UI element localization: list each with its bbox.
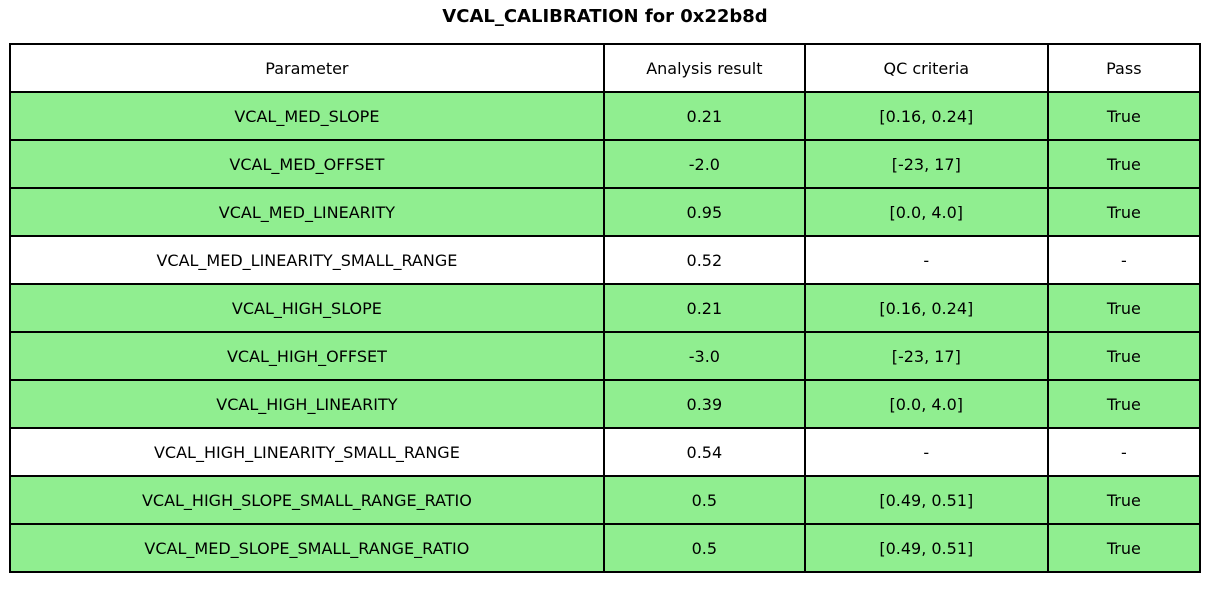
parameter-cell: VCAL_MED_LINEARITY_SMALL_RANGE <box>9 235 605 285</box>
pass-cell: True <box>1046 91 1202 141</box>
pass-cell: True <box>1046 139 1202 189</box>
analysis-result-cell: 0.21 <box>602 283 806 333</box>
table-row: VCAL_HIGH_LINEARITY 0.39 [0.0, 4.0] True <box>9 379 1202 429</box>
pass-cell: - <box>1046 427 1202 477</box>
table-row: VCAL_HIGH_LINEARITY_SMALL_RANGE 0.54- - <box>9 427 1202 477</box>
column-header-qc-criteria: QC criteria <box>803 43 1049 93</box>
qc-criteria-cell: - <box>803 427 1049 477</box>
table-row: VCAL_MED_SLOPE_SMALL_RANGE_RATIO 0.5 [0.49… <box>9 523 1202 573</box>
parameter-cell: VCAL_HIGH_OFFSET <box>9 331 605 381</box>
column-header-parameter: Parameter <box>9 43 605 93</box>
qc-criteria-cell: [0.0, 4.0] <box>803 379 1049 429</box>
table-row: VCAL_HIGH_SLOPE_SMALL_RANGE_RATIO 0.5 [0.4… <box>9 475 1202 525</box>
column-header-pass: Pass <box>1046 43 1202 93</box>
table-row: VCAL_MED_LINEARITY 0.95 [0.0, 4.0] True <box>9 187 1202 237</box>
column-header-analysis-result: Analysis result <box>602 43 806 93</box>
analysis-result-cell: 0.54 <box>602 427 806 477</box>
analysis-result-cell: 0.21 <box>602 91 806 141</box>
pass-cell: True <box>1046 283 1202 333</box>
analysis-result-cell: 0.5 <box>602 523 806 573</box>
qc-criteria-cell: [0.16, 0.24] <box>803 91 1049 141</box>
qc-results-table: Parameter Analysis result QC criteria Pa… <box>9 43 1202 573</box>
parameter-cell: VCAL_HIGH_LINEARITY <box>9 379 605 429</box>
analysis-result-cell: -2.0 <box>602 139 806 189</box>
analysis-result-cell: 0.5 <box>602 475 806 525</box>
pass-cell: True <box>1046 379 1202 429</box>
analysis-result-cell: 0.95 <box>602 187 806 237</box>
qc-criteria-cell: [0.49, 0.51] <box>803 523 1049 573</box>
table-header-row: Parameter Analysis result QC criteria Pa… <box>9 43 1202 93</box>
qc-criteria-cell: [0.49, 0.51] <box>803 475 1049 525</box>
qc-criteria-cell: [0.0, 4.0] <box>803 187 1049 237</box>
parameter-cell: VCAL_HIGH_LINEARITY_SMALL_RANGE <box>9 427 605 477</box>
parameter-cell: VCAL_MED_OFFSET <box>9 139 605 189</box>
parameter-cell: VCAL_HIGH_SLOPE <box>9 283 605 333</box>
table-row: VCAL_HIGH_OFFSET -3.0 [-23, 17] True <box>9 331 1202 381</box>
table-body: VCAL_MED_SLOPE 0.21 [0.16, 0.24] True VCAL_M… <box>9 91 1202 573</box>
parameter-cell: VCAL_MED_SLOPE <box>9 91 605 141</box>
qc-criteria-cell: [-23, 17] <box>803 139 1049 189</box>
table-row: VCAL_HIGH_SLOPE 0.21 [0.16, 0.24] True <box>9 283 1202 333</box>
qc-criteria-cell: [0.16, 0.24] <box>803 283 1049 333</box>
qc-criteria-cell: - <box>803 235 1049 285</box>
analysis-result-cell: 0.39 <box>602 379 806 429</box>
analysis-result-cell: 0.52 <box>602 235 806 285</box>
qc-criteria-cell: [-23, 17] <box>803 331 1049 381</box>
pass-cell: True <box>1046 475 1202 525</box>
table-row: VCAL_MED_SLOPE 0.21 [0.16, 0.24] True <box>9 91 1202 141</box>
analysis-result-cell: -3.0 <box>602 331 806 381</box>
parameter-cell: VCAL_MED_LINEARITY <box>9 187 605 237</box>
parameter-cell: VCAL_MED_SLOPE_SMALL_RANGE_RATIO <box>9 523 605 573</box>
page-title: VCAL_CALIBRATION for 0x22b8d <box>442 6 768 27</box>
pass-cell: True <box>1046 187 1202 237</box>
pass-cell: - <box>1046 235 1202 285</box>
parameter-cell: VCAL_HIGH_SLOPE_SMALL_RANGE_RATIO <box>9 475 605 525</box>
table-row: VCAL_MED_LINEARITY_SMALL_RANGE 0.52- - <box>9 235 1202 285</box>
pass-cell: True <box>1046 523 1202 573</box>
pass-cell: True <box>1046 331 1202 381</box>
table-row: VCAL_MED_OFFSET -2.0 [-23, 17] True <box>9 139 1202 189</box>
